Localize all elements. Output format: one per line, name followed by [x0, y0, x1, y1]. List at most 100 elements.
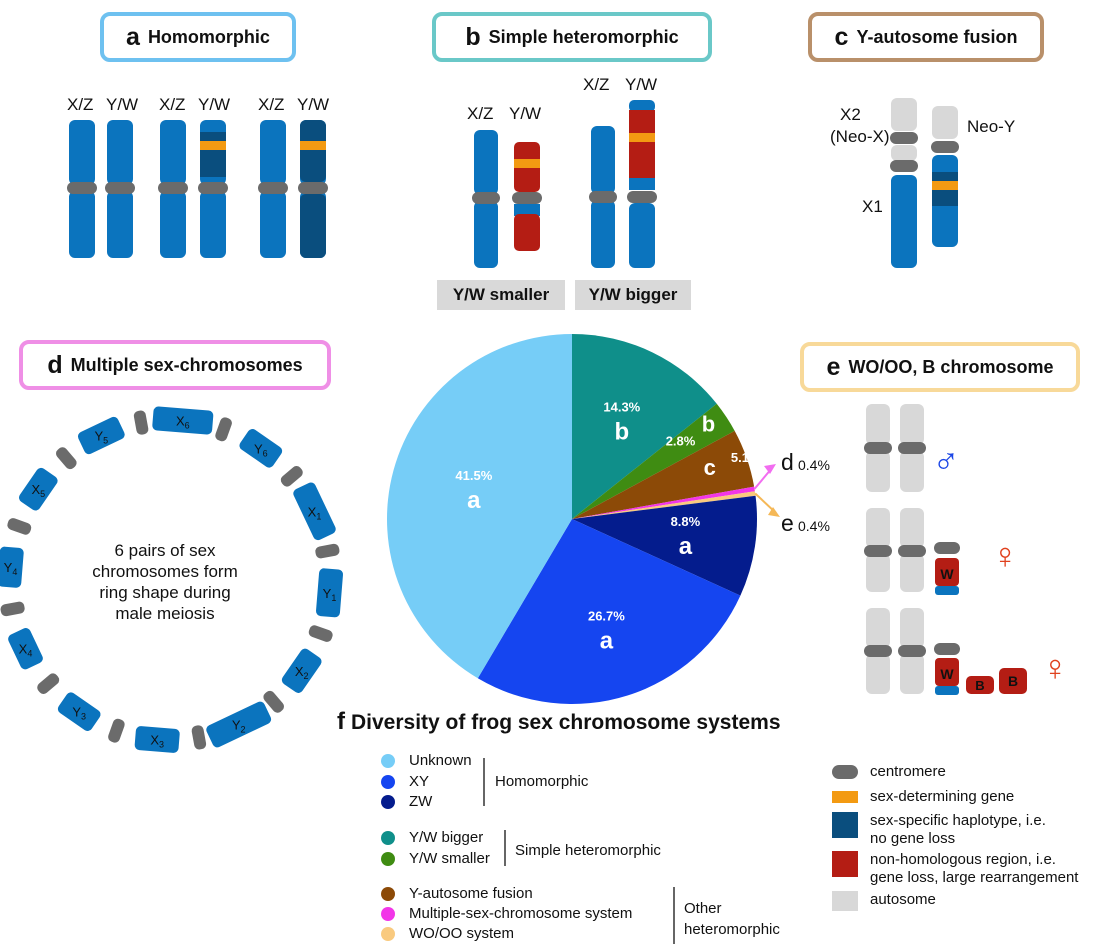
panel-a-label: X/Z: [67, 95, 94, 114]
panel-e-title-box: e WO/OO, B chromosome: [800, 342, 1080, 392]
ring-label-sub: 5: [40, 489, 45, 499]
autosome-arm: [866, 654, 890, 694]
panel-a-label: Y/W: [106, 95, 139, 114]
centromere: [864, 442, 892, 454]
b-chromosome: B: [999, 668, 1027, 694]
key-line: gene loss, large rearrangement: [870, 869, 1079, 886]
ring-label-letter: X: [150, 733, 159, 748]
nonhomologous-region: [935, 558, 959, 586]
callout-e-letter: e: [781, 510, 794, 536]
centromere: [215, 417, 232, 442]
ring-segment: [19, 467, 58, 511]
ring-chromosome: X1: [293, 482, 336, 541]
ring-label-letter: X: [19, 642, 28, 657]
ring-label-letter: Y: [4, 560, 13, 575]
centromere: [263, 690, 284, 713]
ring-centromere: [0, 601, 25, 617]
autosome: [864, 404, 892, 492]
ring-centromere: [315, 543, 340, 559]
legend-label: XY: [409, 773, 430, 790]
centromere: [890, 132, 918, 144]
ring-label-letter: Y: [232, 718, 241, 733]
ring-chromosome: Y5: [77, 416, 125, 455]
pie-slice: [386, 334, 572, 679]
legend-group-other-line: heteromorphic: [684, 921, 780, 938]
legend-label: WO/OO system: [409, 925, 514, 942]
chromosome-arm: [591, 200, 615, 268]
x2-neo-x: [890, 98, 918, 144]
pie-slice: [477, 519, 741, 705]
centromere: [931, 141, 959, 153]
centromere: [898, 645, 926, 657]
chromosome-arm: [935, 586, 959, 595]
ring-description: 6 pairs of sex chromosomes form ring sha…: [90, 540, 240, 624]
y-chromosome-bigger: [627, 100, 657, 268]
ring-label-letter: Y: [323, 586, 332, 601]
ring-centromere: [263, 690, 284, 713]
legend-group-simple: Simple heteromorphic: [515, 842, 661, 859]
nonhomologous-region: [935, 658, 959, 686]
ring-label: X5: [31, 482, 45, 499]
centromere: [37, 673, 60, 694]
ring-chromosome: X4: [8, 628, 43, 670]
legend-group-other: Other heteromorphic: [684, 898, 780, 940]
ring-label: X1: [308, 504, 322, 521]
centromere: [7, 518, 32, 535]
centromere: [108, 718, 125, 743]
ring-chromosome: X6: [152, 406, 214, 435]
legend-item-yw-smaller: Y/W smaller: [381, 850, 490, 867]
ring-description-line: 6 pairs of sex: [114, 541, 216, 560]
legend-item-yw-bigger: Y/W bigger: [381, 829, 483, 846]
b-chromosome-body: [966, 676, 994, 694]
centromere: [308, 625, 333, 642]
panel-c-title: Y-autosome fusion: [856, 26, 1018, 47]
nonhomologous-region: [514, 214, 540, 251]
panel-f-title-text: Diversity of frog sex chromosome systems: [351, 711, 781, 734]
centromere: [67, 182, 97, 194]
ring-label: Y1: [323, 586, 337, 603]
centromere: [133, 410, 149, 435]
panel-e-letter: e: [826, 352, 841, 381]
panel-d-title: Multiple sex-chromosomes: [70, 354, 303, 375]
legend-item-unknown: Unknown: [381, 752, 472, 769]
nonhomologous-swatch: [832, 851, 858, 877]
autosome: [898, 404, 926, 492]
neo-y: [931, 106, 959, 247]
panel-c-x2: X2: [840, 105, 861, 124]
sex-determining-gene: [932, 181, 958, 190]
female-symbol: ♀: [1042, 647, 1069, 688]
chromosome-arm: [474, 130, 498, 195]
autosome-arm: [900, 554, 924, 592]
panel-c-neox: (Neo-X): [830, 127, 890, 146]
panel-c-letter: c: [834, 22, 849, 51]
panel-c-x1: X1: [862, 197, 883, 216]
panel-b-label: X/Z: [583, 75, 610, 94]
legend-group-other-line: Other: [684, 900, 722, 917]
callout-e-arrowhead: [768, 507, 780, 517]
b-label: B: [1008, 673, 1018, 689]
chromosome-arm: [200, 191, 226, 258]
ring-label-letter: X: [308, 504, 317, 519]
x1-chromosome: [890, 145, 918, 268]
autosome-arm: [891, 145, 917, 161]
chromosome-arm: [160, 120, 186, 185]
panel-b-title-box: b Simple heteromorphic: [432, 12, 712, 62]
slice-percent: 8.8%: [671, 514, 701, 529]
centromere: [890, 160, 918, 172]
chromosome-arm: [260, 120, 286, 185]
autosome-arm: [866, 404, 890, 445]
centromere: [898, 442, 926, 454]
panel-c-neoy: Neo-Y: [967, 117, 1016, 136]
pie-slice: [572, 334, 717, 519]
ring-chromosome: Y2: [206, 701, 272, 748]
autosome-arm: [866, 608, 890, 648]
ring-label: Y6: [254, 441, 268, 458]
centromere: [934, 542, 960, 554]
ring-label-sub: 3: [81, 712, 86, 722]
slice-letter: a: [467, 487, 481, 514]
ring-description-line: ring shape during: [99, 583, 231, 602]
y-chromosome-smaller: [512, 142, 542, 251]
autosome: [898, 608, 926, 694]
